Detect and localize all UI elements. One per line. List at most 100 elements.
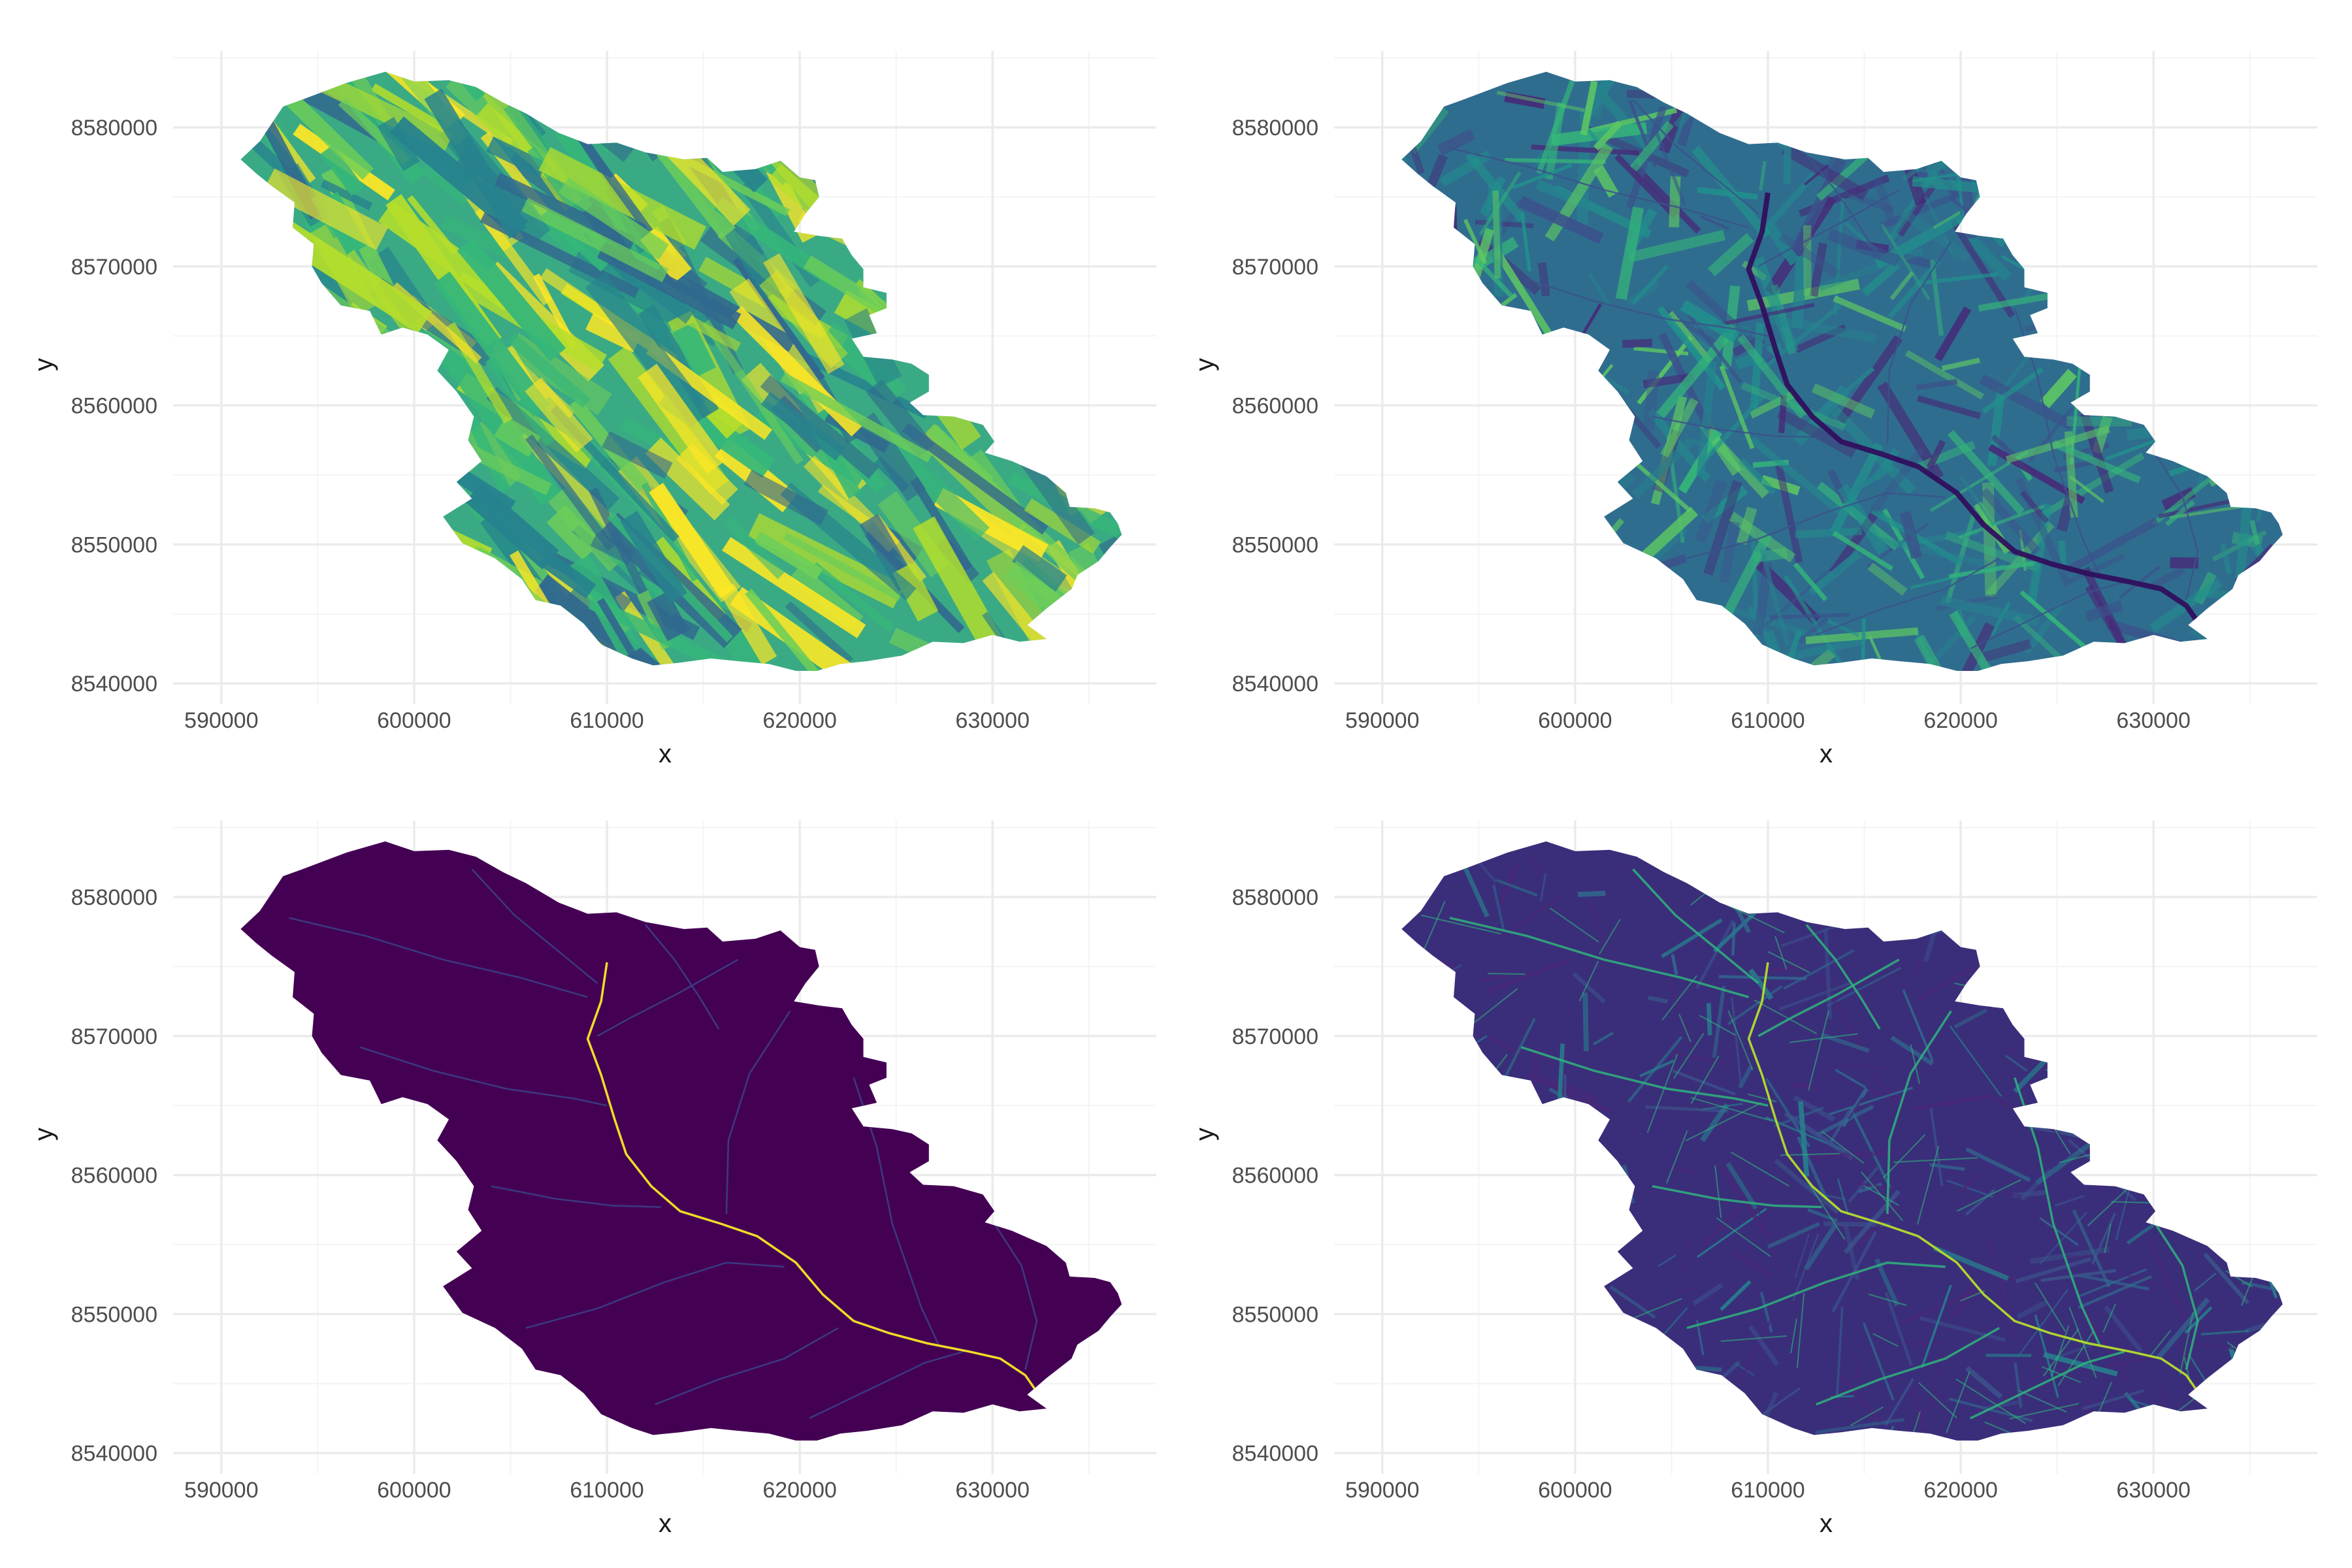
slope-streak [2019,590,2097,659]
x-tick-label: 610000 [1731,1478,1805,1503]
flow-streak [1863,1322,1895,1401]
tributary-line [1686,1261,1946,1330]
flow-streak [1739,908,1783,956]
slope-streak [1749,436,1844,515]
terrain-ridge [902,423,1049,535]
x-tick-label: 600000 [1538,1478,1612,1503]
slope-streak [1473,255,1515,300]
rill-line [2034,1282,2066,1332]
terrain-ridge [480,212,640,299]
terrain-ridge [638,363,727,474]
flow-streak [1725,1162,1759,1210]
terrain-ridge [760,374,879,479]
tributary-line [1449,917,1749,998]
rill-line [1850,1406,1884,1426]
y-tick-label: 8550000 [1232,1302,1318,1327]
slope-streak [1756,172,1817,240]
slope-streak [1660,397,1699,458]
slope-streak [1930,450,2029,512]
slope-streak [1631,265,1669,305]
slope-streak [1594,71,1608,120]
terrain-ridge [754,531,823,580]
flow-streak [1681,1239,1690,1278]
flow-streak [1911,959,1923,980]
flow-streak [1929,1107,1944,1186]
rill-line [1665,1130,1688,1184]
slope-streak [1659,97,1688,154]
flow-streak [1526,1073,1610,1113]
slope-streak [2019,529,2027,571]
slope-streak [1876,536,1989,568]
flow-streak [1985,1354,2032,1358]
flow-streak [1696,1320,1705,1356]
flow-streak [1503,1018,1536,1079]
rill-line [1673,1033,1705,1079]
slope-streak [1700,215,1730,231]
flow-streak [1807,1208,1838,1222]
slope-streak [1916,378,1958,391]
flow-streak [1843,1222,1860,1280]
x-tick-label: 620000 [1923,708,1997,733]
slope-streak [1593,165,1619,198]
y-tick-labels: 8540000 8550000 8560000 8570000 8580000 [1232,116,1318,696]
slope-streak [1787,629,1803,661]
x-tick-label: 590000 [184,708,258,733]
tributary-line [359,1046,608,1107]
terrain-ridge [525,434,615,551]
slope-streak [1809,242,1827,297]
flow-streak [2029,1247,2110,1264]
slope-streak [1615,206,1644,301]
slope-streak [1737,334,1806,419]
flow-streak [1793,1095,1836,1122]
tributary-line [288,917,588,998]
tributary-line [1970,1350,2125,1420]
x-tick-label: 610000 [570,1478,644,1503]
slope-streak [1991,434,2019,460]
slope-streak [1614,154,1678,219]
catchment-area [240,841,1122,1441]
flow-streak [1727,985,1783,1025]
terrain-ridge [783,532,902,601]
rill-line [1685,1102,1762,1141]
slope-streak [1803,164,1829,186]
slope-streak [1550,122,1648,146]
flow-streak [1929,1352,1942,1405]
terrain-ridge [494,172,636,250]
slope-streak [1827,619,1860,638]
flow-streak [2004,1054,2028,1072]
slope-streak [1475,220,1534,229]
flow-streak [1949,1025,2002,1097]
flow-streak [1477,975,1510,982]
slope-streak [1763,221,1800,266]
rill-line [2102,1303,2117,1333]
rill-line [1956,1179,2021,1212]
slope-streak [1622,338,1653,348]
slope-streak [2151,466,2225,527]
terrain-ridge [892,562,939,622]
flow-streak [1706,1003,1712,1036]
rill-line [1796,1293,1805,1368]
tributary-line [1632,868,1759,985]
flow-streak [2080,1302,2130,1382]
terrain-ridge [424,88,527,239]
flow-streak [1946,1179,1993,1198]
flow-streak [2015,1257,2092,1284]
rill-line [1549,907,1599,943]
rill-line [1917,1145,1940,1225]
flow-streak [1864,1086,1901,1103]
slope-streak [1518,195,1604,244]
slope-streak [2220,543,2232,574]
flow-streak [2194,1272,2217,1292]
main-stream-line [586,962,1048,1407]
flow-streak [1672,1051,1727,1066]
slope-streak [1980,487,2041,555]
flow-streak [1794,1233,1810,1279]
slope-streak [1656,323,1738,419]
flow-streak [2038,1217,2079,1246]
flow-streak [1492,884,1505,931]
y-tick-labels: 8540000 8550000 8560000 8570000 8580000 [71,116,157,696]
slope-streak [1959,475,1995,527]
slope-streak [2019,490,2050,524]
y-tick-label: 8570000 [1232,1024,1318,1049]
slope-streak [1827,229,1901,267]
